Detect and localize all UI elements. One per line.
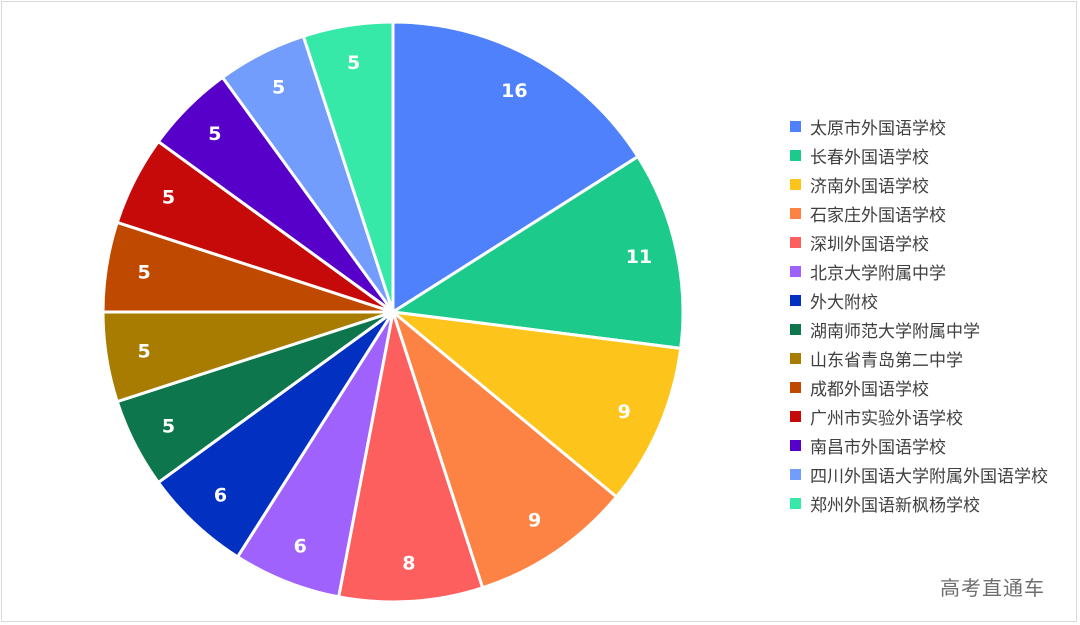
legend-label-0: 太原市外国语学校: [810, 119, 946, 139]
pie-slice-3: [391, 310, 618, 590]
legend-swatch-12: [790, 469, 801, 480]
pie-data-label-12: 5: [272, 76, 285, 98]
pie-slice-13: [301, 20, 395, 314]
pie-data-label-3: 9: [528, 509, 541, 531]
legend-item-6: 外大附校: [790, 286, 1075, 315]
legend-swatch-7: [790, 324, 801, 335]
legend-label-7: 湖南师范大学附属中学: [810, 322, 980, 342]
legend-swatch-10: [790, 411, 801, 422]
legend-item-13: 郑州外国语新枫杨学校: [790, 489, 1075, 518]
legend-label-6: 外大附校: [810, 293, 878, 313]
pie-data-label-2: 9: [618, 401, 631, 423]
legend-label-9: 成都外国语学校: [810, 380, 929, 400]
pie-data-label-9: 5: [137, 262, 150, 284]
pie-slice-0: [391, 20, 640, 314]
legend-item-12: 四川外国语大学附属外国语学校: [790, 460, 1075, 489]
legend-label-1: 长春外国语学校: [810, 148, 929, 168]
pie-data-label-4: 8: [402, 553, 415, 575]
legend-item-11: 南昌市外国语学校: [790, 431, 1075, 460]
pie-data-label-1: 11: [626, 246, 652, 268]
legend-item-8: 山东省青岛第二中学: [790, 344, 1075, 373]
legend-label-2: 济南外国语学校: [810, 177, 929, 197]
legend-item-9: 成都外国语学校: [790, 373, 1075, 402]
legend-swatch-4: [790, 237, 801, 248]
pie-slice-1: [391, 155, 685, 350]
legend-label-11: 南昌市外国语学校: [810, 438, 946, 458]
legend-swatch-8: [790, 353, 801, 364]
legend-label-10: 广州市实验外语学校: [810, 409, 963, 429]
pie-data-label-13: 5: [347, 52, 360, 74]
pie-chart: 16 11 9 9 8 6 6 5 5 5 5 5 5 5: [101, 20, 685, 604]
legend-item-7: 湖南师范大学附属中学: [790, 315, 1075, 344]
legend-swatch-6: [790, 295, 801, 306]
pie-data-labels: 16 11 9 9 8 6 6 5 5 5 5 5 5 5: [137, 52, 652, 574]
legend-label-8: 山东省青岛第二中学: [810, 351, 963, 371]
watermark-text: 高考直通车: [940, 576, 1045, 600]
pie-data-label-8: 5: [137, 340, 150, 362]
pie-data-label-11: 5: [208, 123, 221, 145]
legend-label-13: 郑州外国语新枫杨学校: [810, 496, 980, 516]
legend-label-4: 深圳外国语学校: [810, 235, 929, 255]
pie-data-label-6: 6: [214, 485, 227, 507]
legend-swatch-11: [790, 440, 801, 451]
legend-item-1: 长春外国语学校: [790, 141, 1075, 170]
pie-data-label-0: 16: [501, 80, 527, 102]
legend-item-0: 太原市外国语学校: [790, 112, 1075, 141]
legend-item-4: 深圳外国语学校: [790, 228, 1075, 257]
pie-slice-4: [337, 310, 485, 604]
pie-data-label-7: 5: [162, 415, 175, 437]
pie-slice-2: [391, 310, 683, 499]
legend-label-12: 四川外国语大学附属外国语学校: [810, 467, 1048, 487]
legend-label-5: 北京大学附属中学: [810, 264, 946, 284]
legend-swatch-13: [790, 498, 801, 509]
legend-label-3: 石家庄外国语学校: [810, 206, 946, 226]
pie-slices: [101, 20, 685, 604]
legend-item-5: 北京大学附属中学: [790, 257, 1075, 286]
legend-swatch-0: [790, 121, 801, 132]
legend-swatch-1: [790, 150, 801, 161]
legend-swatch-9: [790, 382, 801, 393]
legend-swatch-2: [790, 179, 801, 190]
chart-legend: 太原市外国语学校 长春外国语学校 济南外国语学校 石家庄外国语学校 深圳外国语学校 北京大…: [790, 112, 1075, 518]
pie-data-label-5: 6: [294, 535, 307, 557]
legend-item-10: 广州市实验外语学校: [790, 402, 1075, 431]
legend-swatch-3: [790, 208, 801, 219]
legend-item-2: 济南外国语学校: [790, 170, 1075, 199]
legend-item-3: 石家庄外国语学校: [790, 199, 1075, 228]
legend-swatch-5: [790, 266, 801, 277]
pie-data-label-10: 5: [162, 187, 175, 209]
